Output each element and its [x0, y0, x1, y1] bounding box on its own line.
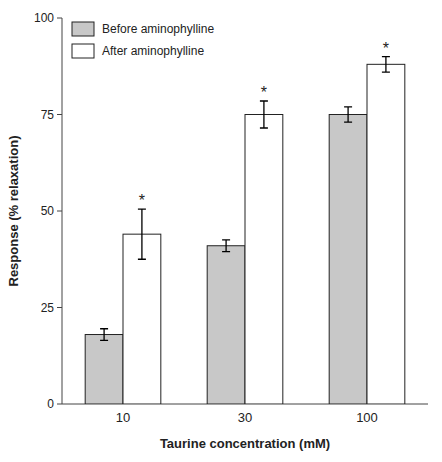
y-axis: 0 25 50 75 100	[34, 11, 62, 411]
legend-label: After aminophylline	[102, 44, 204, 58]
y-tick-label: 100	[34, 11, 54, 25]
plot-area	[85, 57, 405, 404]
y-tick	[57, 18, 62, 19]
legend-swatch	[72, 44, 94, 58]
legend-label: Before aminophylline	[102, 22, 214, 36]
bar	[85, 335, 123, 404]
bar	[367, 64, 405, 404]
y-tick	[57, 211, 62, 212]
annotations: * * *	[139, 40, 389, 209]
error-bar	[344, 107, 352, 122]
significance-label: *	[139, 192, 145, 209]
y-tick-label: 50	[41, 204, 55, 218]
bar	[329, 115, 367, 405]
bar-series	[123, 57, 405, 404]
legend-swatch	[72, 22, 94, 36]
bar	[245, 115, 283, 405]
error-bar	[382, 57, 390, 72]
significance-label: *	[383, 40, 389, 57]
y-tick	[57, 114, 62, 115]
bar	[207, 246, 245, 404]
x-axis-label: Taurine concentration (mM)	[160, 436, 330, 451]
x-tick-label: 10	[116, 410, 130, 425]
error-bar	[100, 329, 108, 341]
y-axis-label: Response (% relaxation)	[6, 136, 21, 287]
error-bar	[222, 240, 230, 252]
significance-label: *	[261, 84, 267, 101]
x-axis: 10 30 100	[62, 404, 428, 425]
error-bar	[260, 101, 268, 128]
bar-series	[85, 107, 367, 404]
x-tick-label: 100	[356, 410, 378, 425]
y-tick-label: 75	[41, 108, 55, 122]
y-tick-label: 25	[41, 301, 55, 315]
y-tick	[57, 307, 62, 308]
chart: 0 25 50 75 100 Response (% relaxation) 10 30 100…	[0, 0, 442, 462]
x-tick-label: 30	[238, 410, 252, 425]
y-tick-label: 0	[47, 397, 54, 411]
y-tick	[57, 404, 62, 405]
error-bar	[138, 209, 146, 259]
legend: Before aminophylline After aminophylline	[72, 22, 214, 58]
